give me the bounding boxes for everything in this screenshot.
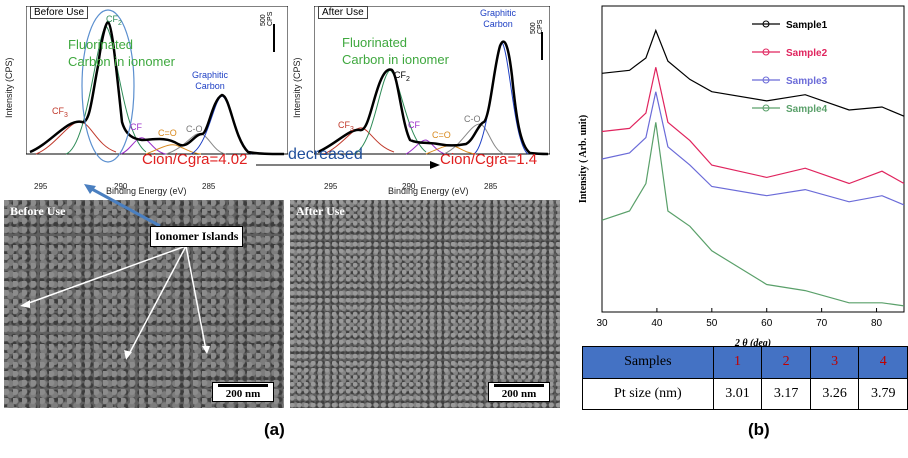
x-tick-label: 70 — [816, 318, 828, 329]
table-cell: 3.79 — [858, 377, 908, 410]
sem-before-scale: 200 nm — [212, 382, 274, 402]
xps-after-ylabel: Intensity (CPS) — [292, 57, 302, 118]
xps-after-co2-label: C-O — [464, 114, 481, 124]
xps-after-xlabel: Binding Energy (eV) — [388, 186, 469, 196]
xps-before-note: Fluorinated Carbon in ionomer — [68, 37, 175, 69]
legend-marker — [762, 104, 770, 112]
sem-after-scale: 200 nm — [488, 382, 550, 402]
ionomer-islands-callout: Ionomer Islands — [150, 226, 244, 247]
pt-size-table: Samples 1 2 3 4 Pt size (nm) 3.01 3.17 3… — [582, 346, 908, 410]
xps-after-title: After Use — [318, 6, 368, 19]
sem-before-label: Before Use — [10, 204, 66, 218]
decreased-label: decreased — [288, 146, 363, 163]
panel-label-b: (b) — [748, 420, 770, 439]
x-tick-label: 30 — [596, 318, 608, 329]
xps-before-cf2-label: CF2 — [106, 14, 122, 27]
xps-after-cf-label: CF — [408, 120, 420, 130]
legend-marker — [762, 20, 770, 28]
legend-label: Sample3 — [786, 76, 828, 87]
xps-before-ylabel: Intensity (CPS) — [4, 57, 14, 118]
table-cell: 3.01 — [712, 377, 763, 410]
series-line-sample3 — [601, 91, 905, 206]
sem-after-label: After Use — [296, 204, 345, 218]
legend-marker — [762, 76, 770, 84]
table-cell: 3.26 — [809, 377, 860, 410]
xps-after-note: Fluorinated Carbon in ionomer — [342, 35, 449, 67]
legend-label: Sample1 — [786, 20, 828, 31]
series-line-sample1 — [601, 28, 905, 117]
ionomer-arrows — [20, 184, 210, 360]
xps-before-ratio: Cion/Cgra=4.02 — [142, 151, 248, 168]
table-header-row: Samples 1 2 3 4 — [582, 346, 908, 379]
table-header-cell: Samples — [582, 346, 714, 379]
xps-before-cf3-label: CF3 — [52, 106, 68, 119]
table-header-cell: 4 — [858, 346, 908, 379]
fluorinated-highlight — [81, 9, 135, 163]
xps-before-title: Before Use — [30, 6, 89, 19]
x-tick-label: 50 — [706, 318, 718, 329]
table-header-cell: 3 — [809, 346, 860, 379]
scale-bar — [218, 384, 268, 387]
xps-before-plot — [26, 6, 288, 163]
legend-marker — [762, 48, 770, 56]
sem-after-image: After Use 200 nm — [290, 200, 560, 408]
xps-before-panel: Before Use 500 CPS Fluorinated Carbon in… — [26, 6, 288, 196]
series-line-sample2 — [601, 67, 905, 185]
xps-before-scale-label: 500 CPS — [260, 11, 274, 26]
xps-after-graphitic-label: Graphitic Carbon — [480, 8, 517, 29]
x-axis-label: 2 θ (deg) — [734, 338, 771, 346]
xps-after-tick: 290 — [402, 182, 416, 191]
xps-before-tick: 295 — [34, 182, 48, 191]
xps-after-co1-label: C=O — [432, 130, 451, 140]
panel-label-a: (a) — [264, 420, 285, 439]
xps-after-plot — [314, 6, 550, 156]
cf-component — [120, 137, 167, 155]
legend-label: Sample4 — [786, 104, 828, 115]
xps-before-co2-label: C-O — [186, 124, 203, 134]
x-tick-label: 40 — [651, 318, 663, 329]
decreased-arrow — [256, 161, 440, 169]
legend-label: Sample2 — [786, 48, 828, 59]
table-header-cell: 1 — [712, 346, 763, 379]
xps-after-cf3-label: CF3 — [338, 120, 354, 133]
xps-envelope — [317, 40, 549, 156]
table-cell: Pt size (nm) — [582, 377, 714, 410]
table-cell: 3.17 — [761, 377, 811, 410]
x-tick-label: 60 — [761, 318, 773, 329]
xps-before-co1-label: C=O — [158, 128, 177, 138]
xps-before-tick: 290 — [114, 182, 128, 191]
cf3-component — [35, 121, 117, 155]
xps-envelope — [29, 20, 285, 156]
xps-before-xlabel: Binding Energy (eV) — [106, 186, 187, 196]
table-row: Pt size (nm) 3.01 3.17 3.26 3.79 — [582, 377, 908, 410]
xps-after-ratio: Cion/Cgra=1.4 — [440, 151, 538, 168]
y-axis-label: Intensity ( Arb. unit) — [578, 115, 589, 203]
scale-bar — [494, 384, 544, 387]
xps-after-panel: After Use 500 CPS Fluorinated Carbon in … — [314, 6, 550, 196]
series-line-sample4 — [601, 122, 905, 307]
x-tick-label: 80 — [871, 318, 883, 329]
xps-after-tick: 285 — [484, 182, 498, 191]
xps-before-tick: 285 — [202, 182, 216, 191]
xps-after-scale-label: 500 CPS — [530, 19, 544, 34]
xrd-chart: 30 40 50 60 70 80 2 θ (deg) Intensity ( Arb. un… — [578, 5, 905, 346]
xps-before-graphitic-label: Graphitic Carbon — [192, 70, 229, 91]
xps-after-cf2-label: CF2 — [394, 70, 410, 83]
table-header-cell: 2 — [761, 346, 811, 379]
xps-before-cf-label: CF — [130, 122, 142, 132]
sem-before-image: Before Use 200 nm — [4, 200, 284, 408]
xps-after-tick: 295 — [324, 182, 338, 191]
